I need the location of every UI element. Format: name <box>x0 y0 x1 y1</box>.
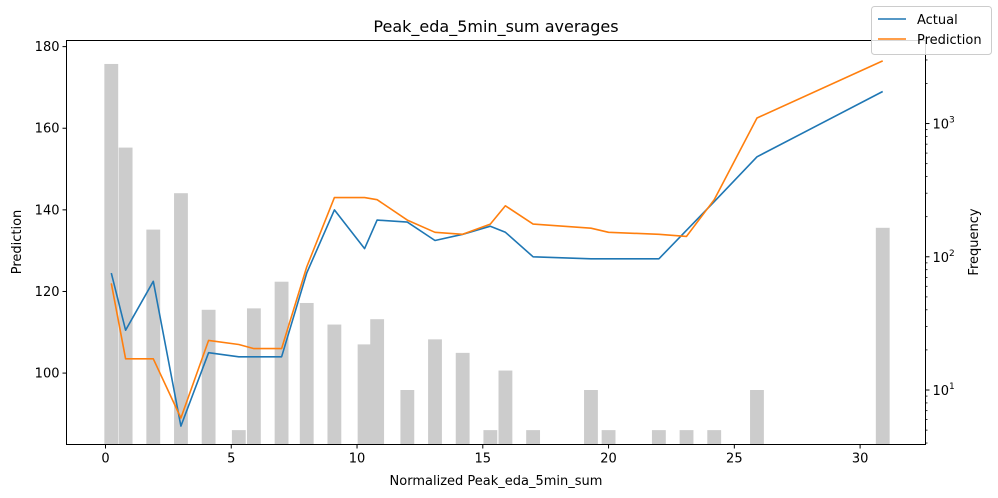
chart-title: Peak_eda_5min_sum averages <box>373 17 618 37</box>
histogram-bar <box>299 302 314 445</box>
histogram-bar <box>231 430 246 445</box>
histogram-bar <box>104 63 119 445</box>
x-axis-label: Normalized Peak_eda_5min_sum <box>390 474 603 489</box>
plot-frame <box>66 40 926 445</box>
x-tick-label: 20 <box>600 452 617 467</box>
y-tick-label: 100 <box>35 367 60 382</box>
histogram-bar <box>707 430 722 445</box>
y2-tick-exponent: 2 <box>949 249 955 259</box>
histogram-bar <box>584 390 598 445</box>
x-tick-label: 0 <box>101 452 109 467</box>
legend-label-actual: Actual <box>917 13 958 28</box>
histogram-bar <box>750 390 764 445</box>
histogram-bar <box>526 430 541 445</box>
y2-tick-label: 101 <box>933 382 955 399</box>
y-axis-right: 101 102 103 <box>925 42 955 444</box>
y2-tick-label: 102 <box>933 249 955 266</box>
histogram-bar <box>455 352 470 445</box>
y2-tick-label: 103 <box>933 116 955 133</box>
histogram-bar <box>201 309 216 445</box>
y2-axis-label: Frequency <box>967 208 982 275</box>
histogram-bar <box>498 370 513 445</box>
legend: Actual Prediction <box>871 6 992 55</box>
x-tick-label: 25 <box>726 452 743 467</box>
series-lines <box>110 60 884 427</box>
histogram-bar <box>875 227 890 445</box>
y2-tick-exponent: 1 <box>949 382 955 392</box>
histogram-bar <box>146 229 161 445</box>
y2-tick-exponent: 3 <box>949 116 955 126</box>
legend-label-prediction: Prediction <box>917 33 982 48</box>
x-axis: 0 5 10 15 20 25 30 <box>101 444 869 467</box>
x-tick-label: 10 <box>349 452 366 467</box>
y-axis-left: 100 120 140 160 180 <box>35 40 67 382</box>
y-tick-label: 120 <box>35 285 60 300</box>
x-tick-label: 15 <box>475 452 492 467</box>
histogram-bars <box>104 63 890 445</box>
histogram-bar <box>601 430 616 445</box>
histogram-bar <box>370 319 385 445</box>
histogram-bar <box>483 430 498 445</box>
histogram-bar <box>118 147 133 445</box>
x-tick-label: 30 <box>852 452 869 467</box>
y-tick-label: 140 <box>35 203 60 218</box>
x-tick-label: 5 <box>227 452 235 467</box>
histogram-bar <box>651 430 666 445</box>
histogram-bar <box>174 193 188 445</box>
histogram-bar <box>428 339 442 445</box>
y-axis-label: Prediction <box>10 210 25 275</box>
histogram-bar <box>327 324 342 445</box>
y-tick-label: 160 <box>35 122 60 137</box>
histogram-bar <box>400 390 415 445</box>
series-line-prediction <box>110 60 884 419</box>
histogram-bar <box>274 281 289 445</box>
histogram-bar <box>357 344 372 445</box>
series-line-actual <box>110 90 884 427</box>
y-tick-label: 180 <box>35 40 60 55</box>
plot-background <box>66 40 926 445</box>
histogram-bar <box>246 308 261 445</box>
histogram-bar <box>679 430 694 445</box>
